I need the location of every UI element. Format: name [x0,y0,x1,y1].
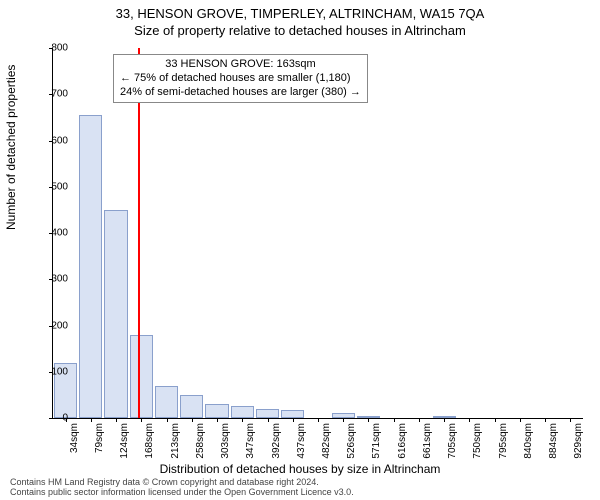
y-tick-label: 500 [51,181,68,192]
x-axis-label: Distribution of detached houses by size … [0,462,600,476]
x-tick-label: 79sqm [94,423,105,453]
x-tick-label: 482sqm [321,423,332,459]
x-tick-label: 347sqm [245,423,256,459]
page-title: 33, HENSON GROVE, TIMPERLEY, ALTRINCHAM,… [0,0,600,21]
x-tick-label: 661sqm [422,423,433,459]
histogram-bar [281,410,304,418]
y-tick-label: 100 [51,366,68,377]
x-tick-mark [192,418,193,422]
x-tick-label: 705sqm [447,423,458,459]
annotation-box: 33 HENSON GROVE: 163sqm← 75% of detached… [113,54,368,103]
footer-line2: Contains public sector information licen… [10,488,354,498]
x-tick-mark [293,418,294,422]
x-tick-label: 929sqm [573,423,584,459]
x-tick-label: 840sqm [523,423,534,459]
x-tick-label: 392sqm [271,423,282,459]
x-tick-mark [242,418,243,422]
x-tick-mark [217,418,218,422]
annotation-line2: ← 75% of detached houses are smaller (1,… [120,72,361,86]
x-tick-mark [444,418,445,422]
x-tick-mark [394,418,395,422]
x-tick-label: 884sqm [548,423,559,459]
x-tick-label: 571sqm [371,423,382,459]
x-tick-mark [368,418,369,422]
x-tick-label: 437sqm [296,423,307,459]
x-tick-label: 303sqm [220,423,231,459]
x-tick-mark [495,418,496,422]
histogram-bar [256,409,279,418]
x-tick-label: 526sqm [346,423,357,459]
y-tick-label: 300 [51,274,68,285]
y-tick-label: 200 [51,320,68,331]
histogram-bar [180,395,203,418]
x-tick-mark [469,418,470,422]
histogram-bar [79,115,102,418]
y-axis-label: Number of detached properties [4,65,18,230]
histogram-bar [104,210,127,418]
histogram-bar [155,386,178,418]
x-tick-mark [318,418,319,422]
y-tick-mark [49,418,53,419]
x-tick-mark [268,418,269,422]
x-tick-label: 213sqm [170,423,181,459]
x-tick-mark [141,418,142,422]
histogram-bar [231,406,254,418]
x-tick-label: 616sqm [397,423,408,459]
histogram-bar [130,335,153,418]
x-tick-label: 750sqm [472,423,483,459]
x-tick-mark [167,418,168,422]
x-tick-mark [343,418,344,422]
plot-area: 34sqm79sqm124sqm168sqm213sqm258sqm303sqm… [52,48,583,419]
x-tick-mark [91,418,92,422]
y-tick-label: 800 [51,43,68,54]
y-tick-label: 400 [51,228,68,239]
y-tick-label: 0 [62,413,68,424]
x-tick-mark [419,418,420,422]
annotation-line1: 33 HENSON GROVE: 163sqm [120,58,361,72]
x-tick-label: 795sqm [498,423,509,459]
x-tick-mark [570,418,571,422]
y-tick-label: 600 [51,135,68,146]
reference-line [138,48,140,418]
histogram-bar [205,404,228,418]
x-tick-label: 258sqm [195,423,206,459]
x-tick-mark [545,418,546,422]
x-tick-label: 124sqm [119,423,130,459]
annotation-line3: 24% of semi-detached houses are larger (… [120,86,361,100]
page-subtitle: Size of property relative to detached ho… [0,21,600,38]
x-tick-mark [116,418,117,422]
x-tick-label: 168sqm [144,423,155,459]
y-tick-label: 700 [51,89,68,100]
x-tick-mark [520,418,521,422]
footer-attribution: Contains HM Land Registry data © Crown c… [10,478,354,498]
x-tick-label: 34sqm [69,423,80,453]
